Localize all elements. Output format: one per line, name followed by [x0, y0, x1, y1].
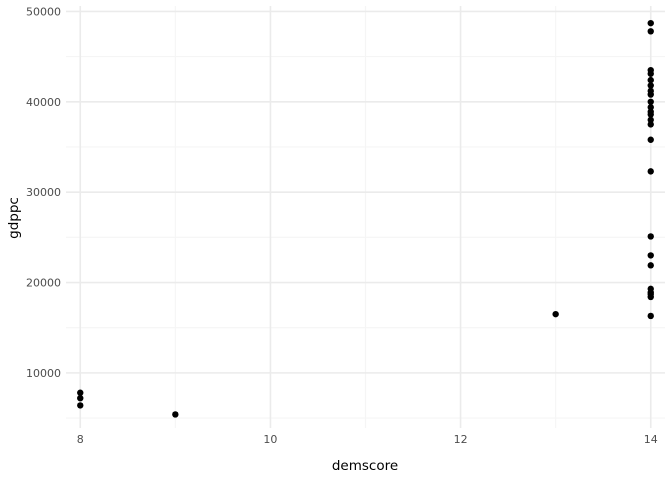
data-points: [77, 19, 654, 418]
data-point: [77, 389, 84, 396]
y-tick-label: 50000: [26, 5, 61, 18]
data-point: [647, 121, 654, 128]
data-point: [172, 411, 179, 418]
data-point: [647, 98, 654, 105]
data-point: [647, 136, 654, 143]
minor-gridlines: [66, 6, 665, 428]
x-tick-label: 8: [77, 433, 84, 446]
x-axis-title: demscore: [332, 458, 398, 474]
data-point: [647, 70, 654, 77]
data-point: [77, 394, 84, 402]
y-tick-label: 40000: [26, 96, 61, 109]
data-point: [77, 402, 84, 409]
y-tick-label: 30000: [26, 186, 61, 199]
data-point: [647, 312, 654, 320]
data-point: [647, 91, 654, 98]
data-point: [647, 293, 654, 301]
data-point: [647, 76, 654, 84]
data-point: [647, 168, 654, 175]
y-tick-label: 20000: [26, 277, 61, 290]
data-point: [647, 116, 654, 124]
data-point: [647, 104, 654, 111]
data-point: [647, 19, 654, 27]
y-tick-label: 10000: [26, 367, 61, 380]
data-point: [647, 82, 654, 89]
data-point: [647, 262, 654, 269]
data-point: [647, 111, 654, 118]
x-tick-label: 12: [454, 433, 468, 446]
x-tick-label: 10: [263, 433, 277, 446]
data-point: [647, 28, 654, 35]
data-point: [647, 233, 654, 240]
y-axis-title: gdppc: [6, 197, 22, 239]
data-point: [552, 310, 559, 318]
y-tick-labels: 10000 20000 30000 40000 50000: [26, 5, 61, 379]
x-tick-labels: 8 10 12 14: [77, 433, 658, 446]
x-tick-label: 14: [644, 433, 658, 446]
data-point: [647, 252, 654, 259]
